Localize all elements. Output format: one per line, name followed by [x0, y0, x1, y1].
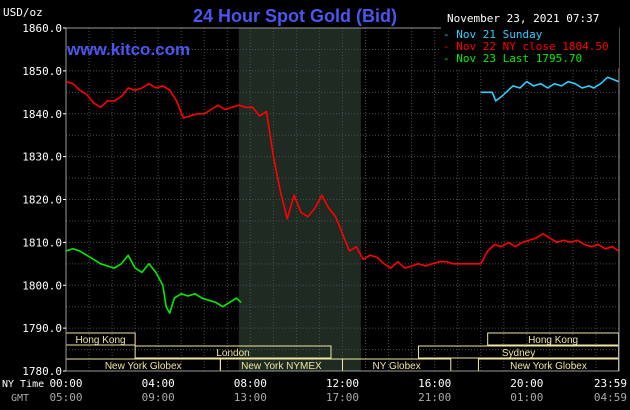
- session-label: New York Globex: [105, 361, 182, 372]
- y-tick-label: 1840.0: [22, 108, 62, 121]
- shaded-session-band: [238, 28, 361, 371]
- x-axis-label-gmt: GMT: [11, 393, 29, 404]
- legend-entry-close: - Nov 22 NY close 1804.50: [443, 40, 609, 53]
- chart-title: 24 Hour Spot Gold (Bid): [193, 6, 397, 26]
- x-tick-label-gmt: 21:00: [418, 391, 451, 404]
- timestamp: November 23, 2021 07:37: [447, 12, 599, 25]
- x-tick-label-gmt: 01:00: [510, 391, 543, 404]
- session-label: London: [216, 348, 249, 359]
- x-tick-label-ny: 08:00: [234, 377, 267, 390]
- session-box: [134, 345, 332, 359]
- legend: - Nov 21 Sunday- Nov 22 NY close 1804.50…: [441, 26, 619, 68]
- x-tick-label-ny: 00:00: [49, 377, 82, 390]
- y-tick-label: 1820.0: [22, 194, 62, 207]
- x-axis-label-ny: NY Time: [2, 379, 44, 390]
- legend-entry-last: - Nov 23 Last 1795.70: [443, 52, 582, 65]
- x-tick-label-gmt: 13:00: [234, 391, 267, 404]
- y-tick-label: 1850.0: [22, 65, 62, 78]
- unit-label: USD/oz: [3, 6, 43, 19]
- session-label: New York Globex: [510, 361, 587, 372]
- series-layer: [65, 76, 619, 314]
- x-tick-label-ny: 23:59: [594, 377, 627, 390]
- series-line-sunday: [480, 76, 619, 102]
- legend-box: [441, 26, 619, 68]
- legend-entry-sunday: - Nov 21 Sunday: [443, 28, 543, 41]
- x-tick-label-ny: 20:00: [510, 377, 543, 390]
- x-tick-label-gmt: 09:00: [142, 391, 175, 404]
- website-label: www.kitco.com: [66, 40, 190, 59]
- series-line-close: [65, 80, 619, 269]
- x-tick-label-ny: 12:00: [326, 377, 359, 390]
- series-line-last: [65, 248, 242, 314]
- x-tick-label-ny: 04:00: [142, 377, 175, 390]
- y-tick-label: 1810.0: [22, 236, 62, 249]
- x-tick-label-gmt: 04:59: [594, 391, 627, 404]
- x-tick-label-gmt: 05:00: [49, 391, 82, 404]
- y-tick-labels: 1860.0 1850.0 1840.0 1830.0 1820.0 1810.0 1800…: [22, 22, 66, 378]
- session-label: Sydney: [502, 348, 535, 359]
- y-tick-label: 1800.0: [22, 279, 62, 292]
- y-tick-label: 1860.0: [22, 22, 62, 35]
- y-tick-label: 1830.0: [22, 151, 62, 164]
- session-label: NY Globex: [373, 361, 421, 372]
- x-tick-label-ny: 16:00: [418, 377, 451, 390]
- y-tick-label: 1790.0: [22, 322, 62, 335]
- y-tick-label: 1780.0: [22, 365, 62, 378]
- x-tick-label-gmt: 17:00: [326, 391, 359, 404]
- session-label: Hong Kong: [76, 335, 126, 346]
- session-label: Hong Kong: [528, 335, 578, 346]
- session-label: New York NYMEX: [241, 361, 322, 372]
